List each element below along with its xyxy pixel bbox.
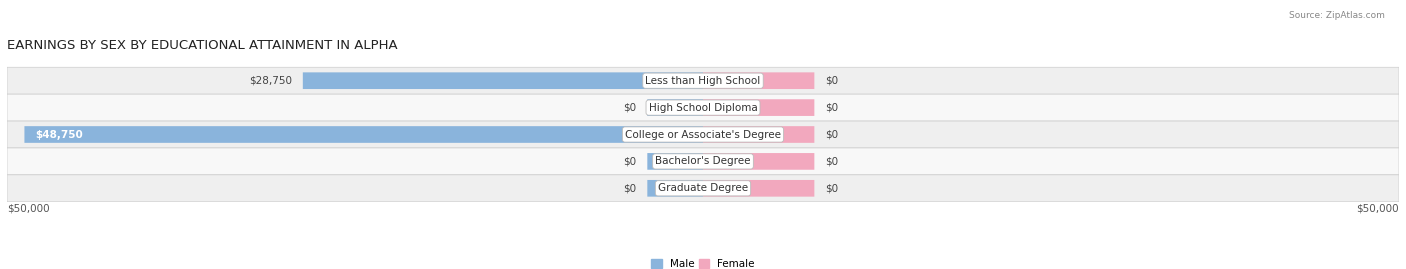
FancyBboxPatch shape bbox=[647, 180, 703, 197]
Text: Bachelor's Degree: Bachelor's Degree bbox=[655, 156, 751, 167]
FancyBboxPatch shape bbox=[7, 121, 1399, 148]
Text: Source: ZipAtlas.com: Source: ZipAtlas.com bbox=[1289, 11, 1385, 20]
Text: $0: $0 bbox=[623, 102, 636, 113]
Text: $0: $0 bbox=[825, 183, 838, 193]
FancyBboxPatch shape bbox=[302, 72, 703, 89]
FancyBboxPatch shape bbox=[703, 180, 814, 197]
Text: $0: $0 bbox=[623, 156, 636, 167]
Text: $48,750: $48,750 bbox=[35, 129, 83, 140]
Legend: Male, Female: Male, Female bbox=[647, 255, 759, 269]
Text: $0: $0 bbox=[825, 129, 838, 140]
FancyBboxPatch shape bbox=[703, 72, 814, 89]
Text: High School Diploma: High School Diploma bbox=[648, 102, 758, 113]
FancyBboxPatch shape bbox=[7, 148, 1399, 175]
Text: EARNINGS BY SEX BY EDUCATIONAL ATTAINMENT IN ALPHA: EARNINGS BY SEX BY EDUCATIONAL ATTAINMEN… bbox=[7, 40, 398, 52]
FancyBboxPatch shape bbox=[703, 99, 814, 116]
FancyBboxPatch shape bbox=[7, 94, 1399, 121]
FancyBboxPatch shape bbox=[647, 99, 703, 116]
Text: $50,000: $50,000 bbox=[7, 203, 49, 214]
Text: Graduate Degree: Graduate Degree bbox=[658, 183, 748, 193]
FancyBboxPatch shape bbox=[647, 153, 703, 170]
Text: $50,000: $50,000 bbox=[1357, 203, 1399, 214]
Text: College or Associate's Degree: College or Associate's Degree bbox=[626, 129, 780, 140]
FancyBboxPatch shape bbox=[703, 153, 814, 170]
FancyBboxPatch shape bbox=[7, 67, 1399, 94]
Text: Less than High School: Less than High School bbox=[645, 76, 761, 86]
Text: $0: $0 bbox=[825, 156, 838, 167]
FancyBboxPatch shape bbox=[24, 126, 703, 143]
Text: $0: $0 bbox=[825, 102, 838, 113]
Text: $0: $0 bbox=[825, 76, 838, 86]
Text: $28,750: $28,750 bbox=[249, 76, 291, 86]
FancyBboxPatch shape bbox=[703, 126, 814, 143]
FancyBboxPatch shape bbox=[7, 175, 1399, 202]
Text: $0: $0 bbox=[623, 183, 636, 193]
